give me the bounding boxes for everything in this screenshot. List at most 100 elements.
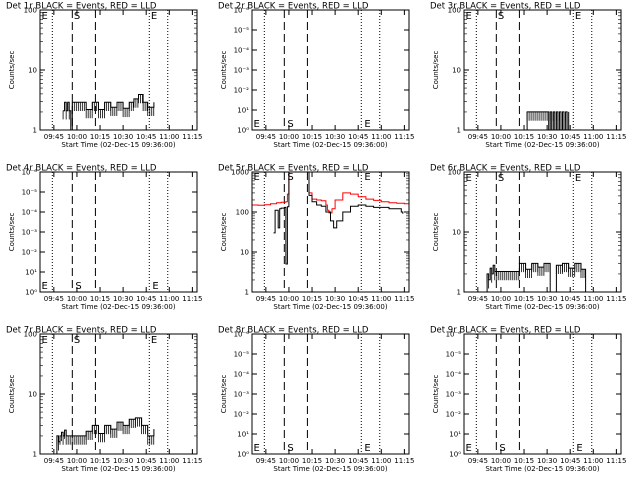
x-tick-label: 10:00 bbox=[67, 295, 87, 303]
panel-title: Det 6r BLACK = Events, RED = LLD bbox=[430, 164, 581, 174]
time-marker-s: S bbox=[287, 172, 293, 183]
x-tick-label: 10:30 bbox=[325, 295, 345, 303]
y-tick-label: 10⁰ bbox=[237, 451, 249, 459]
x-tick-label: 10:00 bbox=[491, 295, 511, 303]
x-tick-label: 10:45 bbox=[560, 133, 580, 141]
x-axis-label: Start Time (02-Dec-15 09:36:00) bbox=[485, 141, 599, 149]
time-marker-s: S bbox=[498, 173, 504, 184]
y-axis-label: Counts/sec bbox=[220, 51, 228, 90]
x-tick-label: 11:00 bbox=[159, 133, 179, 141]
x-axis-label: Start Time (02-Dec-15 09:36:00) bbox=[273, 141, 387, 149]
x-tick-label: 10:30 bbox=[537, 457, 557, 465]
time-marker-e: E bbox=[364, 119, 370, 130]
y-tick-label: 10⁻² bbox=[446, 411, 462, 419]
x-tick-label: 10:15 bbox=[90, 457, 110, 465]
y-axis-label: Counts/sec bbox=[8, 375, 16, 414]
time-marker-e: E bbox=[151, 335, 157, 346]
y-tick-label: 10⁻³ bbox=[22, 229, 38, 237]
y-tick-label: 10⁻⁵ bbox=[446, 351, 462, 359]
x-tick-label: 10:15 bbox=[514, 457, 534, 465]
time-marker-s: S bbox=[499, 443, 505, 454]
panel-title: Det 7r BLACK = Events, RED = LLD bbox=[6, 326, 157, 336]
x-tick-label: 10:45 bbox=[560, 457, 580, 465]
y-tick-label: 1 bbox=[245, 289, 249, 297]
x-tick-label: 10:45 bbox=[348, 295, 368, 303]
x-tick-label: 10:30 bbox=[113, 133, 133, 141]
y-tick-label: 10⁰ bbox=[237, 127, 249, 135]
x-tick-label: 09:45 bbox=[468, 133, 488, 141]
x-tick-label: 09:45 bbox=[256, 133, 276, 141]
x-tick-label: 10:15 bbox=[90, 133, 110, 141]
x-tick-label: 11:15 bbox=[394, 295, 414, 303]
time-marker-s: S bbox=[287, 443, 293, 454]
x-tick-label: 11:15 bbox=[606, 133, 626, 141]
x-tick-label: 10:30 bbox=[325, 457, 345, 465]
x-axis-label: Start Time (02-Dec-15 09:36:00) bbox=[61, 465, 175, 473]
time-marker-e: E bbox=[364, 172, 370, 183]
y-tick-label: 10⁻⁶ bbox=[22, 169, 38, 177]
plot-frame bbox=[463, 333, 622, 455]
x-tick-label: 11:00 bbox=[159, 457, 179, 465]
y-tick-label: 10⁻⁴ bbox=[234, 371, 250, 379]
x-tick-label: 10:00 bbox=[279, 133, 299, 141]
time-marker-e: E bbox=[152, 281, 158, 292]
x-tick-label: 10:45 bbox=[348, 133, 368, 141]
x-axis-label: Start Time (02-Dec-15 09:36:00) bbox=[485, 465, 599, 473]
x-tick-label: 09:45 bbox=[256, 295, 276, 303]
x-tick-label: 11:00 bbox=[371, 295, 391, 303]
time-marker-e: E bbox=[575, 11, 581, 22]
time-marker-s: S bbox=[74, 11, 80, 22]
time-marker-e: E bbox=[42, 281, 48, 292]
x-tick-label: 11:15 bbox=[394, 457, 414, 465]
lld-series-line bbox=[252, 171, 410, 214]
y-tick-label: 10⁻⁶ bbox=[234, 331, 250, 339]
x-tick-label: 10:00 bbox=[67, 133, 87, 141]
plot-frame bbox=[251, 171, 410, 293]
x-tick-label: 10:00 bbox=[491, 133, 511, 141]
y-tick-label: 1 bbox=[33, 451, 37, 459]
y-tick-label: 1 bbox=[33, 127, 37, 135]
x-tick-label: 11:15 bbox=[182, 295, 202, 303]
y-axis-label: Counts/sec bbox=[220, 375, 228, 414]
x-tick-label: 11:00 bbox=[159, 295, 179, 303]
x-tick-label: 10:15 bbox=[302, 133, 322, 141]
time-marker-e: E bbox=[254, 172, 260, 183]
x-tick-label: 09:45 bbox=[468, 457, 488, 465]
time-marker-s: S bbox=[75, 281, 81, 292]
x-axis-label: Start Time (02-Dec-15 09:36:00) bbox=[485, 303, 599, 311]
time-marker-e: E bbox=[42, 11, 48, 22]
y-tick-label: 10 bbox=[452, 67, 461, 75]
x-tick-label: 11:15 bbox=[182, 133, 202, 141]
y-tick-label: 10 bbox=[452, 229, 461, 237]
panel-det-9: Det 9r BLACK = Events, RED = LLD E S E 10⁰ 10… bbox=[430, 326, 626, 474]
x-axis-label: Start Time (02-Dec-15 09:36:00) bbox=[61, 141, 175, 149]
x-tick-label: 11:00 bbox=[371, 457, 391, 465]
y-tick-label: 10⁻⁶ bbox=[234, 7, 250, 15]
panel-det-4: Det 4r BLACK = Events, RED = LLD E S E 10⁰ 10… bbox=[6, 164, 202, 312]
x-axis-label: Start Time (02-Dec-15 09:36:00) bbox=[61, 303, 175, 311]
x-axis-label: Start Time (02-Dec-15 09:36:00) bbox=[273, 465, 387, 473]
y-tick-label: 100 bbox=[236, 209, 249, 217]
x-axis-label: Start Time (02-Dec-15 09:36:00) bbox=[273, 303, 387, 311]
y-tick-label: 10⁰ bbox=[25, 289, 37, 297]
plot-frame bbox=[39, 9, 198, 131]
y-tick-label: 10 bbox=[240, 249, 249, 257]
x-tick-label: 10:00 bbox=[67, 457, 87, 465]
y-axis-label: Counts/sec bbox=[8, 213, 16, 252]
x-tick-label: 10:15 bbox=[90, 295, 110, 303]
x-tick-label: 09:45 bbox=[44, 133, 64, 141]
y-axis-label: Counts/sec bbox=[220, 213, 228, 252]
y-tick-label: 10¹ bbox=[449, 431, 461, 439]
y-tick-label: 10 bbox=[28, 391, 37, 399]
y-tick-label: 10 bbox=[28, 67, 37, 75]
time-marker-e: E bbox=[42, 335, 48, 346]
y-tick-label: 1 bbox=[457, 127, 461, 135]
x-tick-label: 11:15 bbox=[182, 457, 202, 465]
time-marker-e: E bbox=[466, 443, 472, 454]
x-tick-label: 10:45 bbox=[136, 457, 156, 465]
